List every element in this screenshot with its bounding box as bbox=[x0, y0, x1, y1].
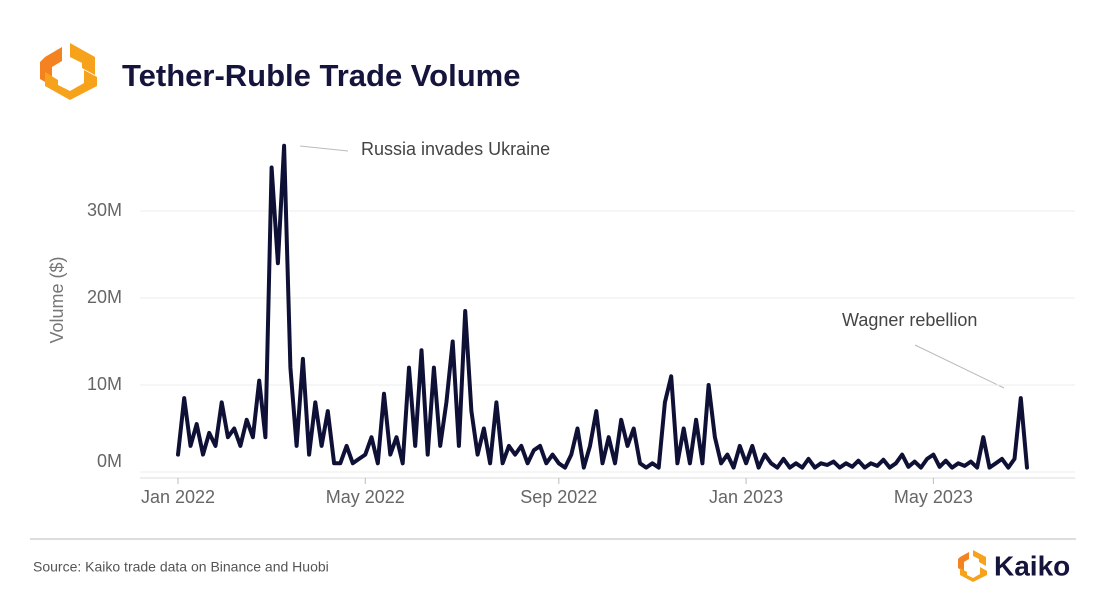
x-tick-label: Jan 2023 bbox=[709, 487, 783, 507]
logo bbox=[40, 43, 97, 100]
source: Source: Kaiko trade data on Binance and … bbox=[33, 559, 329, 575]
x-tick-label: Jan 2022 bbox=[141, 487, 215, 507]
y-tick-label: 0M bbox=[97, 451, 122, 471]
brand: Kaiko bbox=[994, 550, 1070, 581]
brand-logo bbox=[958, 550, 987, 582]
annotation-leader bbox=[914, 344, 1005, 389]
y-tick-label: 30M bbox=[87, 200, 122, 220]
annotation: Russia invades Ukraine bbox=[361, 139, 550, 159]
chart-title: Tether-Ruble Trade Volume bbox=[122, 58, 520, 93]
annotation: Wagner rebellion bbox=[842, 310, 977, 330]
x-tick-label: May 2023 bbox=[894, 487, 973, 507]
y-tick-label: 10M bbox=[87, 374, 122, 394]
annotation-leader bbox=[299, 145, 349, 152]
y-axis-label: Volume ($) bbox=[47, 256, 67, 343]
x-tick-label: Sep 2022 bbox=[520, 487, 597, 507]
volume-line bbox=[176, 143, 1029, 470]
y-tick-label: 20M bbox=[87, 287, 122, 307]
x-tick-label: May 2022 bbox=[326, 487, 405, 507]
